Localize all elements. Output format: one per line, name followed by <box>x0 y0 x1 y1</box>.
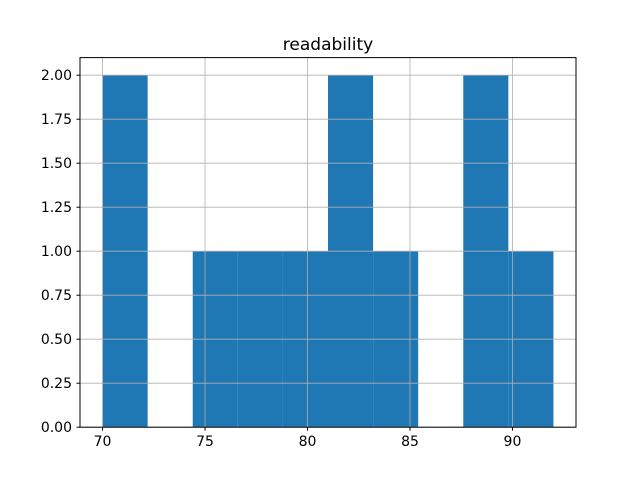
x-tick-label: 75 <box>196 434 214 450</box>
x-tick-label: 80 <box>299 434 317 450</box>
y-tick-label: 0.50 <box>41 332 72 348</box>
x-tick-label: 70 <box>94 434 112 450</box>
y-tick-label: 1.25 <box>41 200 72 216</box>
y-tick-label: 2.00 <box>41 68 72 84</box>
chart-title: readability <box>283 35 373 55</box>
y-tick-label: 0.75 <box>41 288 72 304</box>
y-tick-label: 1.00 <box>41 244 72 260</box>
axes-layer: 70 75 80 85 90 0.00 0.25 0.50 0.75 1.00 1.25 1.50 1.… <box>41 57 577 450</box>
y-tick-label: 1.50 <box>41 156 72 172</box>
y-tick-label: 0.00 <box>41 420 72 436</box>
x-tick-label: 90 <box>504 434 522 450</box>
y-tick-label: 0.25 <box>41 376 72 392</box>
plot-frame <box>79 57 577 428</box>
x-tick-label: 85 <box>401 434 419 450</box>
y-tick-label: 1.75 <box>41 112 72 128</box>
